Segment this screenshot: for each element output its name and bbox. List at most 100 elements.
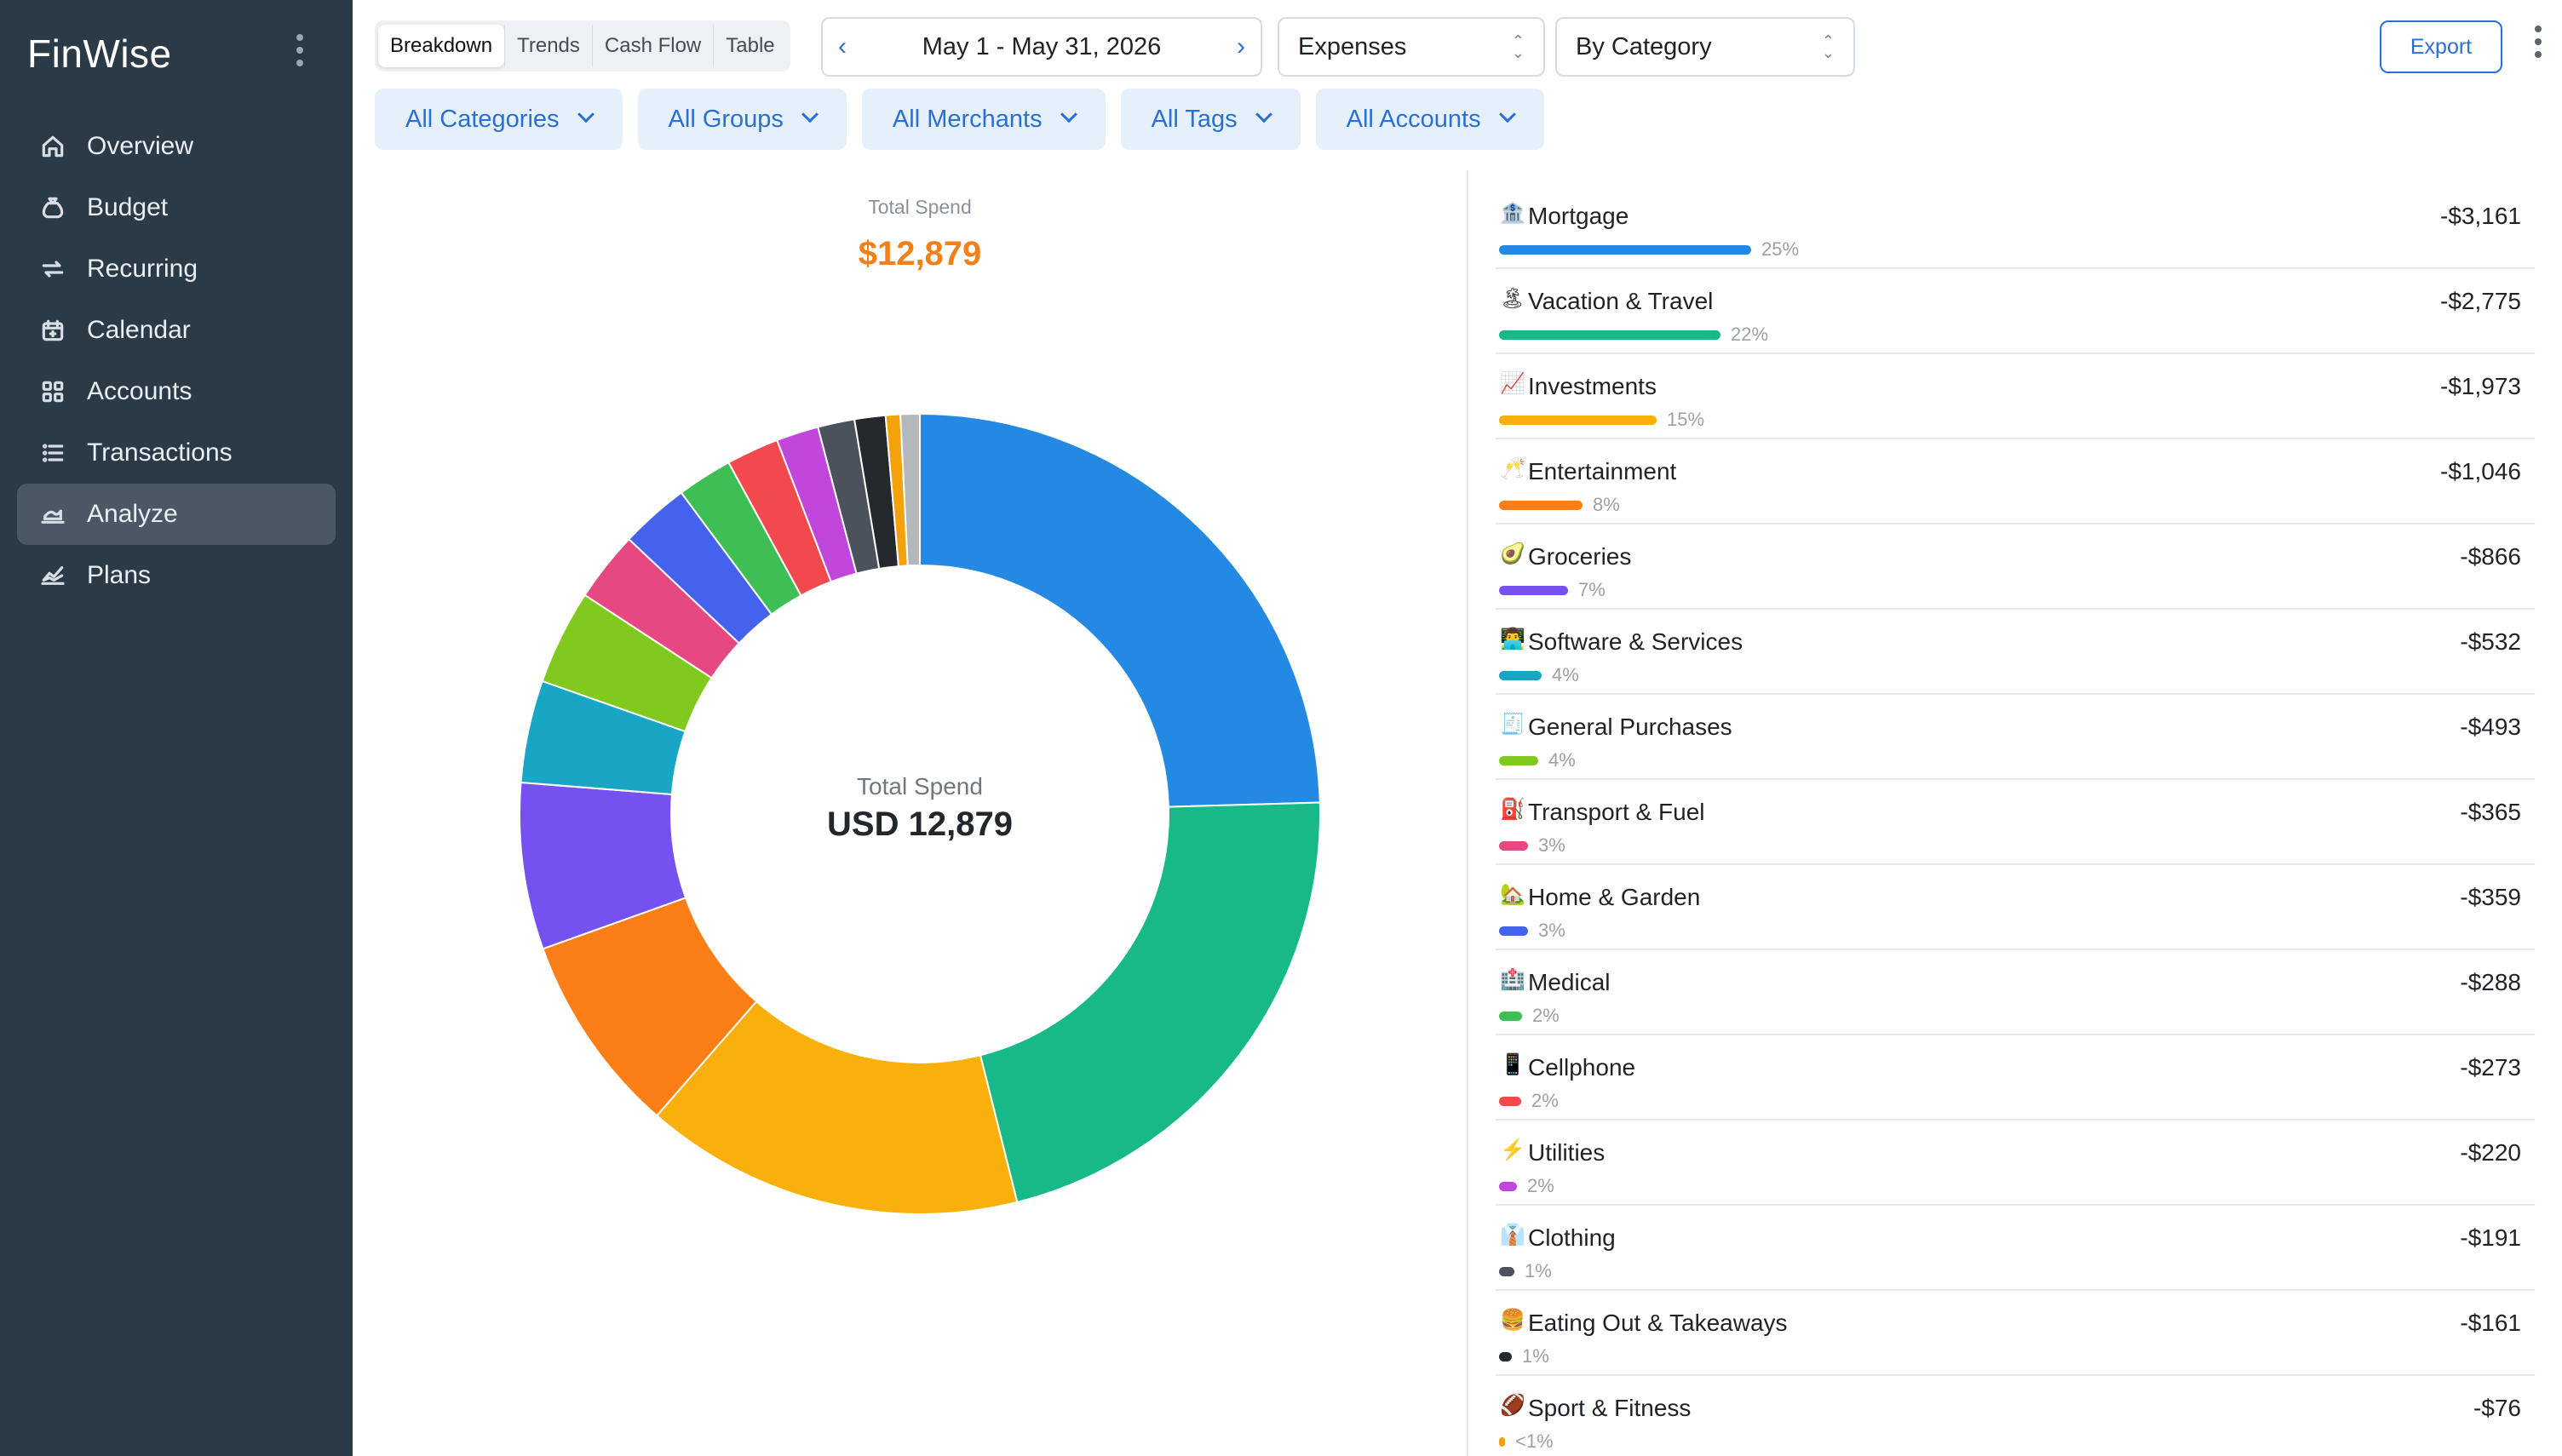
donut-slice-mortgage[interactable] [919,412,1321,808]
spending-donut-chart [511,405,1329,1223]
more-options-icon[interactable] [2528,26,2548,68]
category-row[interactable]: 🏡 Home & Garden -$359 3% [1496,865,2535,950]
category-share-bar [1499,1097,1521,1106]
category-percent: 2% [1531,1090,1559,1111]
category-icon: 🏥 [1500,968,1525,991]
donut-svg [519,412,1321,1215]
sidebar-item-label: Budget [87,193,169,221]
export-button[interactable]: Export [2380,20,2502,73]
sidebar-item-calendar[interactable]: Calendar [17,300,336,361]
category-percent: 3% [1538,834,1565,856]
category-share-bar [1499,416,1657,425]
category-amount: -$1,046 [2440,458,2521,484]
sidebar-more-icon[interactable] [290,34,310,68]
donut-slice-vacation-travel[interactable] [979,801,1321,1204]
category-icon: 🧾 [1500,713,1525,736]
budget-icon [37,192,68,223]
category-amount: -$288 [2460,969,2521,995]
chevron-left-icon[interactable]: ‹ [838,32,847,60]
category-row[interactable]: 🥑 Groceries -$866 7% [1496,525,2535,610]
category-percent: 2% [1532,1005,1560,1026]
category-amount: -$220 [2460,1139,2521,1166]
category-percent: <1% [1515,1430,1554,1452]
category-percent: 1% [1525,1260,1552,1281]
sidebar-item-label: Plans [87,561,152,589]
category-row[interactable]: 📈 Investments -$1,973 15% [1496,354,2535,439]
category-name: Software & Services [1528,628,1743,655]
category-share-bar [1499,1352,1512,1361]
chevron-down-icon [801,106,819,123]
donut-slice-other[interactable] [899,412,921,567]
category-row[interactable]: 🧾 General Purchases -$493 4% [1496,695,2535,780]
category-percent: 4% [1548,749,1576,771]
category-row[interactable]: 🥂 Entertainment -$1,046 8% [1496,439,2535,525]
donut-center-value: USD 12,879 [827,805,1013,843]
category-amount: -$3,161 [2440,203,2521,229]
category-icon: 📈 [1500,372,1525,395]
tab-table[interactable]: Table [713,25,786,67]
tab-breakdown[interactable]: Breakdown [378,25,505,67]
type-select[interactable]: Expenses ⌃ ⌄ [1278,17,1545,77]
category-name: Sport & Fitness [1528,1395,1692,1421]
category-name: Groceries [1528,543,1632,570]
group-select[interactable]: By Category ⌃ ⌄ [1555,17,1855,77]
donut-slice-investments[interactable] [655,1000,1019,1215]
category-name: Medical [1528,969,1611,995]
sidebar-item-overview[interactable]: Overview [17,116,336,177]
plans-icon [37,560,68,591]
category-amount: -$2,775 [2440,288,2521,314]
category-share-bar [1499,671,1542,680]
category-icon: 🏡 [1500,883,1525,906]
chevron-down-icon [1255,106,1272,123]
filter-bar: All Categories All Groups All Merchants All… [375,89,1560,150]
category-icon: 🏝 [1499,287,1526,310]
sidebar-item-recurring[interactable]: Recurring [17,238,336,300]
sidebar-item-label: Recurring [87,255,198,283]
category-row[interactable]: 👔 Clothing -$191 1% [1496,1206,2535,1291]
category-row[interactable]: 🏈 Sport & Fitness -$76 <1% [1496,1376,2535,1456]
tab-cash-flow[interactable]: Cash Flow [591,25,713,67]
date-range-label: May 1 - May 31, 2026 [922,32,1162,60]
tab-trends[interactable]: Trends [504,25,592,67]
analyze-icon [37,499,68,530]
category-row[interactable]: 👨‍💻 Software & Services -$532 4% [1496,610,2535,695]
chevron-right-icon[interactable]: › [1236,32,1245,60]
sidebar-item-budget[interactable]: Budget [17,177,336,238]
category-row[interactable]: ⛽ Transport & Fuel -$365 3% [1496,780,2535,865]
accounts-icon [37,376,68,407]
category-name: General Purchases [1528,714,1732,740]
filter-all-merchants[interactable]: All Merchants [861,89,1106,150]
category-row[interactable]: 📱 Cellphone -$273 2% [1496,1035,2535,1121]
category-amount: -$493 [2460,714,2521,740]
category-share-bar [1499,756,1538,765]
category-name: Investments [1528,373,1657,399]
category-percent: 4% [1552,664,1579,685]
sidebar-item-plans[interactable]: Plans [17,545,336,606]
category-share-bar [1499,1012,1522,1021]
filter-all-groups[interactable]: All Groups [637,89,847,150]
category-share-bar [1499,586,1568,595]
type-select-value: Expenses [1298,32,1407,60]
category-row[interactable]: 🏝 Vacation & Travel -$2,775 22% [1496,269,2535,354]
filter-all-categories[interactable]: All Categories [375,89,623,150]
category-row[interactable]: 🏦 Mortgage -$3,161 25% [1496,184,2535,269]
category-name: Vacation & Travel [1528,288,1714,314]
sidebar-item-analyze[interactable]: Analyze [17,484,336,545]
category-amount: -$532 [2460,628,2521,655]
sidebar-item-transactions[interactable]: Transactions [17,422,336,484]
category-name: Eating Out & Takeaways [1528,1310,1788,1336]
calendar-icon [37,315,68,346]
category-row[interactable]: 🏥 Medical -$288 2% [1496,950,2535,1035]
category-percent: 15% [1667,409,1705,430]
category-icon: 👨‍💻 [1500,628,1525,651]
category-row[interactable]: ⚡ Utilities -$220 2% [1496,1121,2535,1206]
sidebar-item-accounts[interactable]: Accounts [17,361,336,422]
filter-all-tags[interactable]: All Tags [1120,89,1301,150]
sidebar-item-label: Accounts [87,377,192,405]
sidebar-item-label: Analyze [87,500,178,528]
date-range-picker[interactable]: ‹ May 1 - May 31, 2026 › [821,17,1262,77]
category-amount: -$76 [2473,1395,2521,1421]
sidebar: FinWise Overview Budget Recurring Calendar A… [0,0,353,1456]
filter-all-accounts[interactable]: All Accounts [1315,89,1544,150]
category-row[interactable]: 🍔 Eating Out & Takeaways -$161 1% [1496,1291,2535,1376]
